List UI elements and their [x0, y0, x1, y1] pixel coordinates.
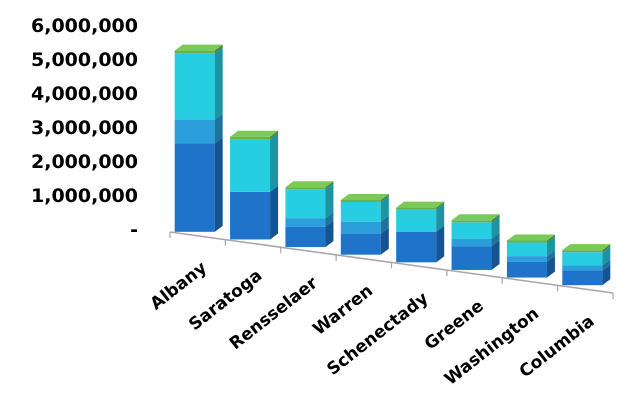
bar-segment-side	[546, 255, 555, 278]
bar-segment-side	[546, 234, 555, 243]
y-tick-label: 3,000,000	[31, 117, 138, 139]
bar-segment-side	[546, 250, 555, 262]
bar-segment	[562, 270, 603, 286]
bar-segment	[451, 246, 492, 270]
bar-segment	[285, 189, 326, 219]
bar-top	[230, 130, 279, 137]
bar-segment-side	[214, 137, 223, 232]
bar-segment-side	[436, 225, 445, 263]
bar-segment	[340, 199, 381, 202]
bar-segment-side	[602, 264, 611, 286]
bar-segment	[506, 261, 547, 278]
bar-segment	[562, 265, 603, 271]
bar-segment	[340, 201, 381, 222]
bar-segment-side	[491, 214, 500, 223]
bar-segment-side	[380, 227, 389, 255]
bar-top	[174, 44, 223, 51]
bar-segment	[285, 218, 326, 227]
bar-segment	[562, 250, 603, 253]
bar-segment	[340, 233, 381, 255]
bar-segment-side	[214, 113, 223, 144]
bar-segment-side	[436, 203, 445, 232]
bar-segment	[396, 207, 437, 210]
bar-top	[285, 181, 334, 188]
bar-segment	[285, 226, 326, 248]
bar-segment	[396, 209, 437, 232]
bar-segment	[451, 220, 492, 223]
bar-segment	[506, 242, 547, 257]
bar-segment-side	[270, 185, 279, 240]
bar-segment-side	[380, 193, 389, 202]
bar-segment	[230, 139, 271, 192]
y-tick-label: 6,000,000	[31, 15, 138, 37]
bar-segment-side	[325, 220, 334, 248]
bar-segment-side	[325, 183, 334, 219]
bar-segment-side	[491, 240, 500, 270]
bar-segment	[174, 50, 215, 54]
bar-segment	[562, 252, 603, 266]
bar-top	[340, 193, 389, 200]
bar-segment-side	[602, 259, 611, 271]
bar-segment	[451, 238, 492, 247]
bar-top	[506, 234, 555, 241]
bar-segment	[174, 119, 215, 144]
bar-segment-side	[214, 47, 223, 120]
bar-segment-side	[546, 236, 555, 257]
bar-segment	[506, 256, 547, 262]
bar-segment-side	[270, 133, 279, 192]
bar-segment-side	[270, 130, 279, 140]
bar-segment	[230, 136, 271, 140]
bar-segment	[174, 143, 215, 232]
bar-segment	[396, 231, 437, 263]
bar-segment-side	[325, 181, 334, 190]
y-tick-label: 4,000,000	[31, 83, 138, 105]
bar-segment-side	[491, 216, 500, 239]
y-tick-label: -	[130, 219, 138, 241]
bar-segment	[230, 191, 271, 240]
bar-segment-side	[602, 246, 611, 266]
bar-segment-side	[214, 44, 223, 54]
y-tick-label: 5,000,000	[31, 49, 138, 71]
y-tick-label: 1,000,000	[31, 185, 138, 207]
y-tick-label: 2,000,000	[31, 151, 138, 173]
bar-segment	[340, 221, 381, 234]
bar-segment-side	[491, 232, 500, 247]
bar-segment	[285, 187, 326, 190]
bar-segment-side	[436, 201, 445, 210]
bar-segment	[451, 222, 492, 239]
bar-segment-side	[325, 212, 334, 227]
bar-segment-side	[380, 215, 389, 234]
bar-top	[451, 214, 500, 221]
bar-top	[396, 201, 445, 208]
bar-top	[562, 244, 611, 251]
bar-segment-side	[602, 244, 611, 253]
bar-segment-side	[380, 195, 389, 222]
bar-segment	[174, 53, 215, 120]
bar-segment	[506, 240, 547, 243]
